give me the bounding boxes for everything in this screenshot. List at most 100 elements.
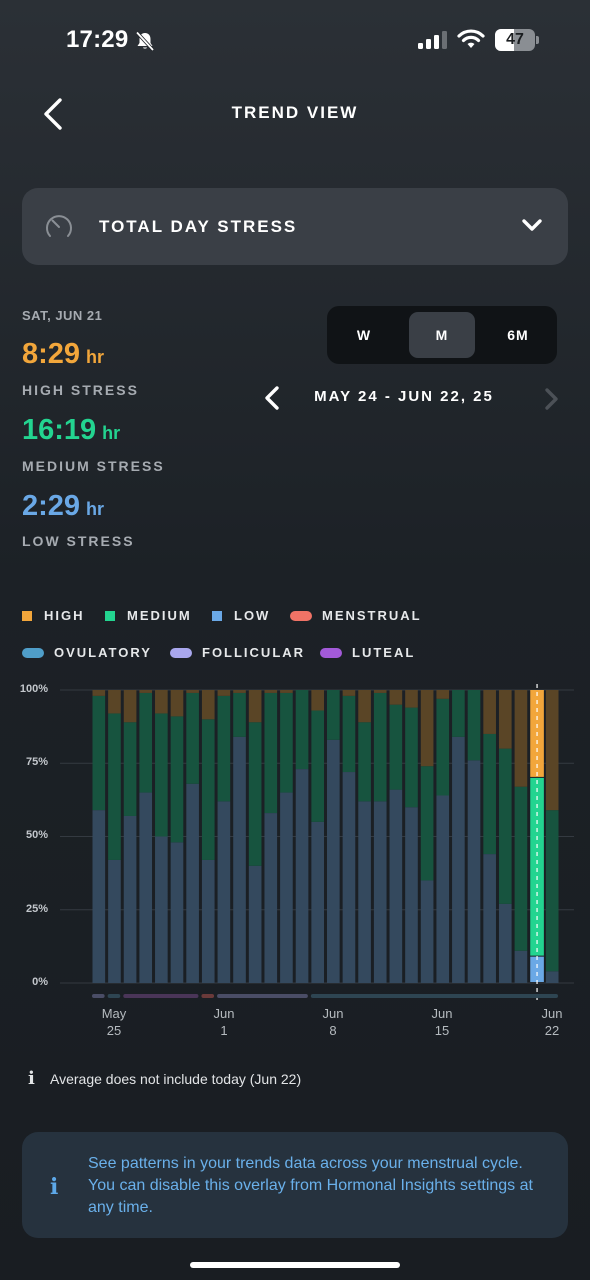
selected-date: SAT, JUN 21 <box>22 308 103 323</box>
bar-segment-high <box>264 690 278 693</box>
low-stress-label: LOW STRESS <box>22 533 135 549</box>
y-tick-label: 0% <box>32 976 48 988</box>
bar-segment-low <box>545 971 559 983</box>
bar-segment-medium <box>155 713 168 837</box>
bar-segment-high <box>92 690 106 696</box>
cycle-phase-bar <box>107 994 121 998</box>
bar-segment-low <box>92 810 106 983</box>
battery-icon: 47 <box>495 29 539 51</box>
bar-segment-high <box>201 690 215 720</box>
bar-segment-high <box>248 690 262 723</box>
bar-segment-high <box>311 690 324 711</box>
bar-segment-low <box>467 760 481 983</box>
cycle-phase-bar <box>92 994 105 998</box>
bar-segment-medium <box>264 692 278 814</box>
bar-segment-medium <box>186 692 199 784</box>
high-stress-value: 8:29 hr <box>22 338 105 370</box>
legend-luteal-swatch <box>320 647 342 658</box>
home-indicator <box>190 1262 400 1268</box>
legend-follicular: FOLLICULAR <box>170 645 305 660</box>
back-chevron-icon[interactable] <box>40 96 66 132</box>
period-option-week[interactable]: W <box>356 327 372 343</box>
legend-ovulatory: OVULATORY <box>22 645 152 660</box>
bar-segment-low <box>155 836 168 983</box>
bar-segment-medium <box>389 704 403 790</box>
cycle-phase-bar <box>217 994 308 998</box>
legend-menstrual-swatch <box>290 610 312 621</box>
bar-segment-low <box>405 807 418 983</box>
bar-segment-low <box>108 859 121 983</box>
legend-follicular-swatch <box>170 647 192 658</box>
banner-text: See patterns in your trends data across … <box>88 1155 533 1216</box>
chevron-down-icon <box>522 219 542 231</box>
high-stress-label: HIGH STRESS <box>22 382 139 398</box>
bar-segment-low <box>327 739 340 983</box>
bar-segment-low <box>201 859 215 983</box>
gauge-icon <box>46 215 72 237</box>
legend-low-swatch <box>212 610 222 621</box>
bar-segment-low <box>233 736 246 983</box>
y-tick-label: 50% <box>25 829 48 841</box>
metric-selector-dropdown[interactable]: TOTAL DAY STRESS <box>22 188 568 265</box>
bar-segment-medium <box>327 690 340 740</box>
bar-segment-low <box>280 792 293 983</box>
wifi-icon <box>457 29 485 48</box>
medium-stress-label: MEDIUM STRESS <box>22 458 165 474</box>
x-tick-label: Jun 22 <box>541 1006 563 1038</box>
bar-segment-high <box>233 690 246 693</box>
y-tick-label: 100% <box>19 683 48 695</box>
bar-segment-medium <box>295 690 309 770</box>
x-tick-label: Jun 15 <box>431 1006 453 1038</box>
bar-segment-high <box>483 690 496 734</box>
bar-segment-high <box>186 690 199 693</box>
bar-segment-low <box>311 821 324 983</box>
legend-medium-swatch <box>105 610 115 621</box>
x-tick-label: May 25 <box>101 1006 127 1038</box>
bar-segment-medium <box>405 707 418 808</box>
bar-segment-low <box>342 772 356 983</box>
cycle-overlay-banner[interactable]: i See patterns in your trends data acros… <box>22 1132 568 1238</box>
info-icon: i <box>50 1174 59 1200</box>
legend-high: HIGH <box>22 608 85 623</box>
bar-segment-medium <box>280 692 293 793</box>
stress-stacked-bar-chart[interactable] <box>0 680 590 1000</box>
legend-low: LOW <box>212 608 270 623</box>
bar-segment-medium <box>545 810 559 972</box>
bar-segment-medium <box>358 722 371 802</box>
bar-segment-low <box>530 956 544 982</box>
bar-segment-medium <box>373 692 387 802</box>
bar-segment-high <box>170 690 184 717</box>
legend-menstrual: MENSTRUAL <box>290 608 422 623</box>
bar-segment-high <box>436 690 450 699</box>
bar-segment-low <box>358 801 371 983</box>
date-range-label: MAY 24 - JUN 22, 25 <box>314 388 494 405</box>
period-option-month[interactable]: M <box>409 312 475 358</box>
bar-segment-high <box>373 690 387 693</box>
period-option-6-months[interactable]: 6M <box>507 327 529 343</box>
bar-segment-high <box>155 690 168 714</box>
x-tick-label: Jun 1 <box>213 1006 235 1038</box>
bell-muted-icon <box>135 31 155 52</box>
bar-segment-low <box>217 801 231 983</box>
bar-segment-high <box>514 690 528 787</box>
bar-segment-low <box>139 792 153 983</box>
bar-segment-low <box>498 903 512 983</box>
bar-segment-low <box>264 813 278 983</box>
bar-segment-low <box>373 801 387 983</box>
status-time: 17:29 <box>66 26 129 53</box>
bar-segment-medium <box>201 719 215 860</box>
bar-segment-high <box>498 690 512 749</box>
previous-range-icon[interactable] <box>262 384 282 412</box>
bar-segment-medium <box>452 690 465 737</box>
next-range-icon[interactable] <box>541 386 561 412</box>
bar-segment-high <box>358 690 371 723</box>
bar-segment-high <box>280 690 293 693</box>
bar-segment-medium <box>92 695 106 811</box>
bar-segment-medium <box>530 777 544 956</box>
bar-segment-high <box>342 690 356 696</box>
average-note: i Average does not include today (Jun 22… <box>28 1068 302 1089</box>
bar-segment-high <box>545 690 559 811</box>
legend-luteal: LUTEAL <box>320 645 415 660</box>
period-segmented-control: W M 6M <box>327 306 557 364</box>
bar-segment-low <box>452 736 465 983</box>
